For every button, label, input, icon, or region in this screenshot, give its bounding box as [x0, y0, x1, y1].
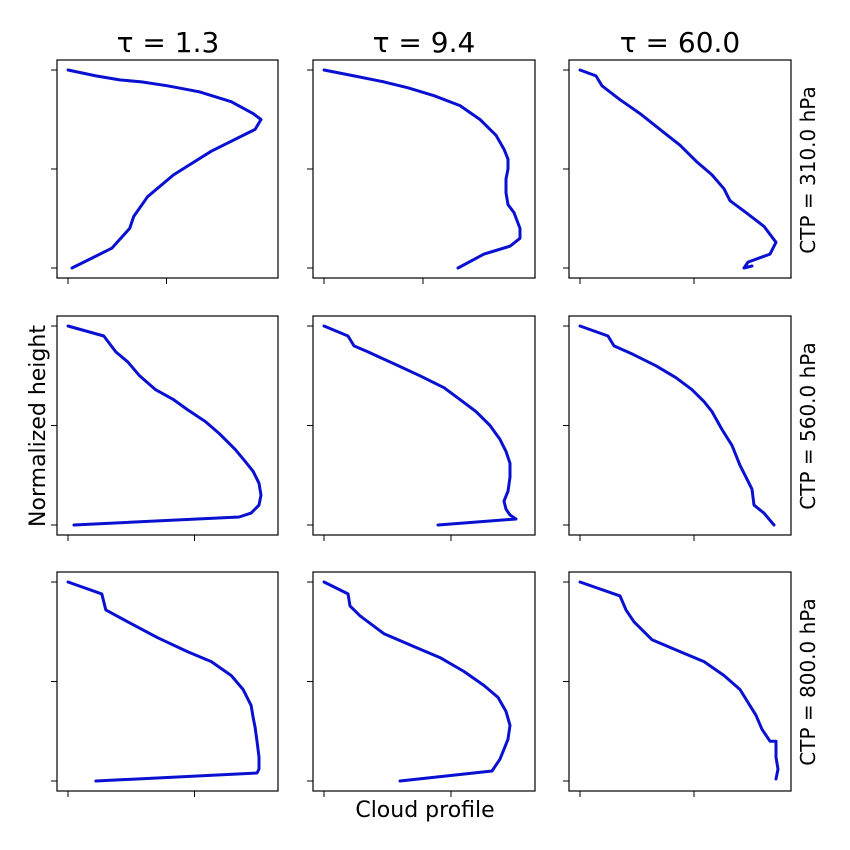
- panel-r2-c3: [563, 315, 792, 541]
- column-title-1: τ = 1.3: [117, 26, 220, 59]
- cloud-profile-line: [578, 324, 776, 527]
- cloud-profile-line: [578, 68, 778, 270]
- cloud-profile-line: [322, 324, 518, 527]
- row-label-2: CTP = 560.0 hPa: [796, 342, 820, 509]
- cloud-profile-line: [322, 580, 512, 783]
- panel-r3-c2: [307, 571, 536, 797]
- panel-frame: [568, 59, 792, 279]
- panel-r1-c2: [307, 59, 536, 284]
- column-title-2: τ = 9.4: [373, 26, 476, 59]
- y-axis-label: Normalized height: [26, 325, 51, 527]
- panel-r2-c2: [307, 315, 536, 541]
- panel-r3-c3: [563, 571, 792, 797]
- panel-r3-c1: [51, 571, 279, 797]
- panels-group: [51, 59, 792, 797]
- panel-r1-c1: [51, 59, 279, 284]
- row-label-1: CTP = 310.0 hPa: [796, 86, 820, 253]
- cloud-profile-line: [578, 580, 780, 781]
- x-axis-label: Cloud profile: [355, 798, 494, 823]
- panel-frame: [56, 571, 279, 792]
- row-label-3: CTP = 800.0 hPa: [796, 598, 820, 765]
- column-title-3: τ = 60.0: [620, 26, 740, 59]
- panel-r2-c1: [51, 315, 279, 541]
- panel-frame: [568, 315, 792, 536]
- panel-frame: [568, 571, 792, 792]
- panel-frame: [56, 59, 279, 279]
- cloud-profile-line: [66, 324, 263, 527]
- panel-frame: [56, 315, 279, 536]
- cloud-profile-line: [66, 580, 261, 783]
- panel-frame: [312, 315, 536, 536]
- panel-r1-c3: [563, 59, 792, 284]
- cloud-profile-line: [66, 68, 263, 270]
- cloud-profile-line: [322, 68, 522, 270]
